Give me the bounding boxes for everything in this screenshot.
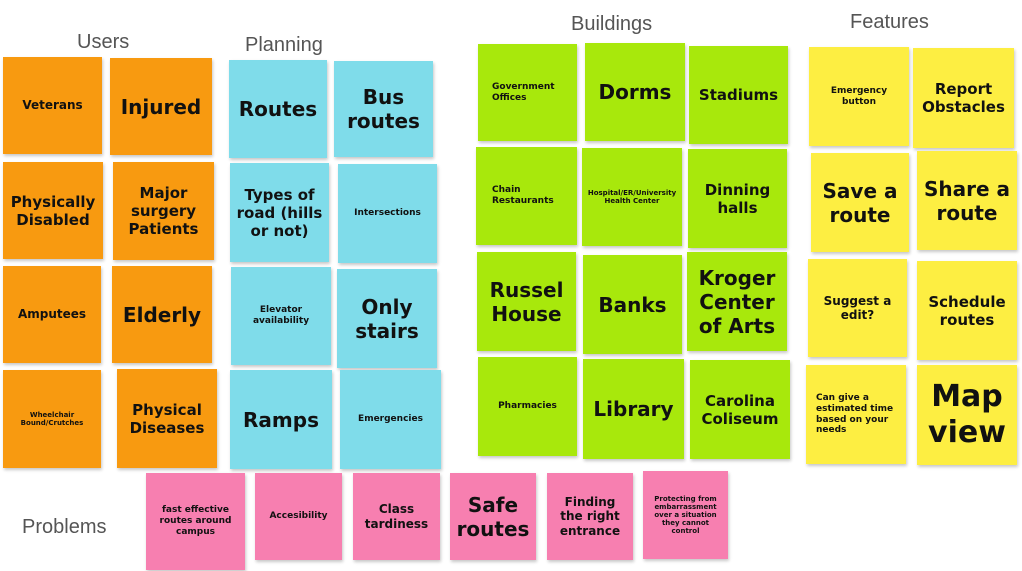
heading-features: Features [850,11,929,33]
note-text: Amputees [17,307,87,322]
sticky-note-users[interactable]: Physically Disabled [3,162,103,259]
note-text: Physically Disabled [10,192,96,229]
sticky-note-planning[interactable]: Bus routes [334,61,433,157]
note-text: Physical Diseases [129,400,205,437]
sticky-note-buildings[interactable]: Carolina Coliseum [690,360,790,459]
sticky-note-features[interactable]: Can give a estimated time based on your … [806,365,906,464]
sticky-note-planning[interactable]: Emergencies [340,370,441,469]
sticky-note-buildings[interactable]: Hospital/ER/University Health Center [582,148,682,246]
note-text: Share a route [923,176,1011,225]
sticky-note-users[interactable]: Veterans [3,57,102,154]
note-text: Finding the right entrance [559,494,621,538]
note-text: Major surgery Patients [128,184,199,238]
sticky-note-buildings[interactable]: Government Offices [478,44,577,141]
note-text: Chain Restaurants [492,185,554,206]
sticky-note-problems[interactable]: Protecting from embarrassment over a sit… [643,471,728,559]
note-text: Types of road (hills or not) [236,185,323,240]
sticky-note-problems[interactable]: fast effective routes around campus [146,473,245,570]
heading-planning: Planning [245,34,323,56]
note-text: Banks [598,292,667,317]
note-text: Kroger Center of Arts [698,265,776,338]
sticky-note-buildings[interactable]: Stadiums [689,46,788,144]
note-text: Carolina Coliseum [701,391,779,428]
sticky-note-buildings[interactable]: Library [583,359,684,459]
sticky-note-buildings[interactable]: Russel House [477,252,576,351]
note-text: Routes [238,97,318,121]
note-text: fast effective routes around campus [159,505,232,537]
sticky-note-users[interactable]: Physical Diseases [117,369,217,468]
note-text: Save a route [822,178,898,227]
note-text: Emergencies [358,414,423,425]
note-text: Class tardiness [364,502,429,531]
sticky-note-planning[interactable]: Types of road (hills or not) [230,163,329,262]
note-text: Bus routes [347,85,420,133]
note-text: Elderly [122,302,202,327]
sticky-note-planning[interactable]: Ramps [230,370,332,469]
note-text: Suggest a edit? [823,293,892,322]
sticky-note-buildings[interactable]: Dorms [585,43,685,141]
note-text: Only stairs [355,294,419,343]
note-text: Hospital/ER/University Health Center [587,188,677,205]
note-text: Dinning halls [704,180,771,217]
heading-buildings: Buildings [571,13,653,35]
note-text: Library [593,397,674,421]
note-text: Elevator availability [252,305,310,326]
note-text: Schedule routes [928,292,1006,329]
heading-users: Users [77,31,130,53]
sticky-note-buildings[interactable]: Chain Restaurants [476,147,577,245]
note-text: Government Offices [492,81,555,103]
note-text: Veterans [22,98,83,113]
sticky-note-buildings[interactable]: Kroger Center of Arts [687,252,787,351]
note-text: Ramps [243,407,319,432]
sticky-note-planning[interactable]: Elevator availability [231,267,331,365]
sticky-note-users[interactable]: Wheelchair Bound/Crutches [3,370,101,468]
sticky-note-features[interactable]: Report Obstacles [913,48,1014,148]
sticky-note-users[interactable]: Amputees [3,266,101,363]
note-text: Wheelchair Bound/Crutches [20,410,84,427]
note-text: Emergency button [830,85,888,107]
note-text: Intersections [354,208,421,219]
sticky-note-planning[interactable]: Only stairs [337,269,437,368]
heading-problems: Problems [22,516,107,538]
note-text: Can give a estimated time based on your … [816,392,894,436]
note-text: Safe routes [456,492,530,541]
note-text: Map view [928,379,1006,450]
note-text: Russel House [489,277,564,326]
sticky-note-buildings[interactable]: Banks [583,255,682,354]
sticky-note-users[interactable]: Major surgery Patients [113,162,214,260]
note-text: Dorms [598,80,672,104]
sticky-note-features[interactable]: Share a route [917,151,1017,250]
sticky-note-features[interactable]: Suggest a edit? [808,259,907,357]
sticky-note-problems[interactable]: Accesibility [255,473,342,560]
note-text: Stadiums [698,86,779,104]
sticky-note-features[interactable]: Emergency button [809,47,909,146]
note-text: Protecting from embarrassment over a sit… [654,494,717,536]
sticky-note-features[interactable]: Schedule routes [917,261,1017,360]
note-text: Report Obstacles [922,80,1005,116]
sticky-note-users[interactable]: Elderly [112,266,212,363]
sticky-note-users[interactable]: Injured [110,58,212,155]
sticky-note-planning[interactable]: Routes [229,60,327,158]
note-text: Pharmacies [498,401,557,412]
sticky-note-problems[interactable]: Safe routes [450,473,536,560]
note-text: Injured [120,94,202,119]
sticky-note-features[interactable]: Map view [917,365,1017,465]
sticky-note-problems[interactable]: Class tardiness [353,473,440,560]
note-text: Accesibility [269,511,328,522]
sticky-note-features[interactable]: Save a route [811,153,909,252]
sticky-note-buildings[interactable]: Pharmacies [478,357,577,456]
sticky-note-planning[interactable]: Intersections [338,164,437,263]
sticky-note-problems[interactable]: Finding the right entrance [547,473,633,560]
sticky-note-buildings[interactable]: Dinning halls [688,149,787,248]
